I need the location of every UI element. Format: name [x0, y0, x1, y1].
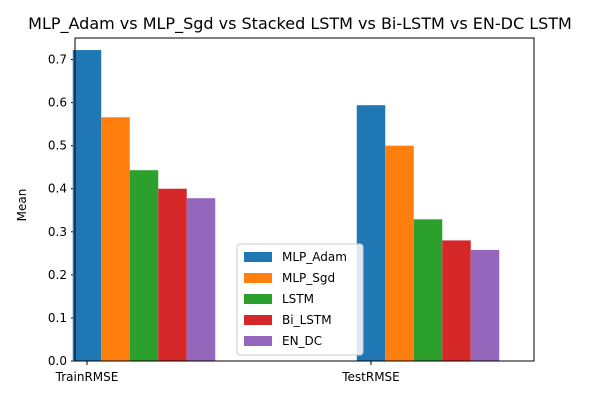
- y-axis-ticks: 0.0 0.1 0.2 0.3 0.4 0.5 0.6 0.7: [48, 53, 75, 368]
- legend-label: LSTM: [282, 292, 314, 306]
- legend-label: MLP_Sgd: [282, 271, 335, 285]
- bar: [101, 117, 130, 361]
- bar: [470, 249, 500, 361]
- y-tick-label: 0.5: [48, 139, 67, 153]
- bar: [72, 50, 102, 362]
- legend-label: MLP_Adam: [282, 250, 347, 264]
- bar: [129, 170, 159, 361]
- x-axis-ticks: TrainRMSE TestRMSE: [55, 361, 400, 384]
- bar: [385, 145, 414, 361]
- legend-swatch: [244, 273, 272, 283]
- y-axis-label: Mean: [15, 189, 29, 222]
- legend-label: Bi_LSTM: [282, 313, 332, 327]
- legend: MLP_Adam MLP_Sgd LSTM Bi_LSTM EN_DC: [236, 243, 364, 356]
- bar: [442, 240, 471, 361]
- legend-swatch: [244, 336, 272, 346]
- y-tick-label: 0.6: [48, 96, 67, 110]
- legend-label: EN_DC: [282, 334, 322, 348]
- bar: [186, 198, 216, 361]
- y-tick-label: 0.2: [48, 268, 67, 282]
- y-tick-label: 0.7: [48, 53, 67, 67]
- plot-frame: [74, 37, 535, 362]
- x-tick-label: TrainRMSE: [55, 370, 119, 384]
- bar: [158, 188, 187, 361]
- x-tick-label: TestRMSE: [341, 370, 400, 384]
- legend-swatch: [244, 315, 272, 325]
- y-tick-label: 0.0: [48, 354, 67, 368]
- y-tick-label: 0.3: [48, 225, 67, 239]
- bars-group: [72, 50, 500, 362]
- legend-box: [236, 243, 364, 356]
- chart-title: MLP_Adam vs MLP_Sgd vs Stacked LSTM vs B…: [28, 14, 572, 34]
- y-tick-label: 0.4: [48, 182, 67, 196]
- legend-swatch: [244, 294, 272, 304]
- legend-swatch: [244, 252, 272, 262]
- bar: [413, 219, 443, 361]
- y-tick-label: 0.1: [48, 311, 67, 325]
